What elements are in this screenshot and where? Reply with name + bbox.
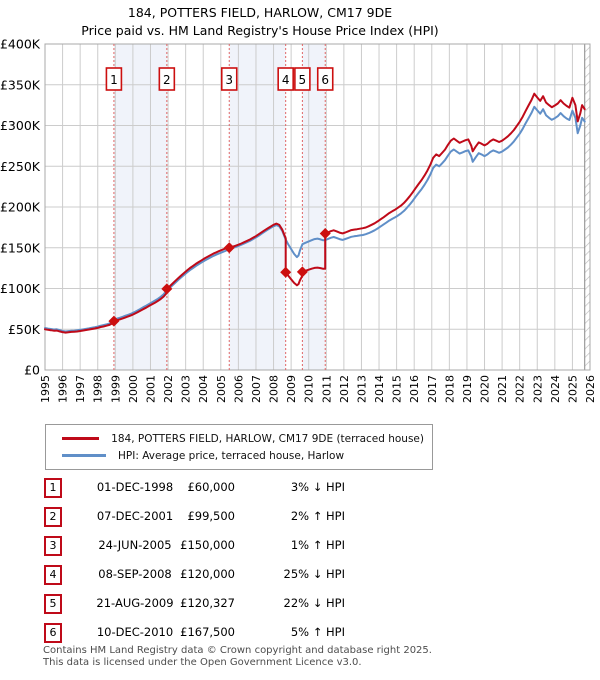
sale-number-badge: 1 — [44, 478, 62, 498]
sale-price: £60,000 — [187, 480, 235, 494]
sale-date: 01-DEC-1998 — [96, 480, 174, 494]
svg-text:2026: 2026 — [584, 375, 597, 403]
sale-date: 24-JUN-2005 — [98, 538, 172, 552]
svg-text:£150K: £150K — [0, 240, 41, 255]
svg-text:£200K: £200K — [0, 200, 41, 215]
svg-text:1996: 1996 — [57, 375, 70, 403]
sale-price: £150,000 — [180, 538, 235, 552]
sale-price: £120,000 — [180, 567, 235, 581]
svg-text:2019: 2019 — [461, 375, 474, 403]
sale-price: £99,500 — [187, 509, 235, 523]
table-row: 2 07-DEC-2001 £99,500 2% ↑ HPI — [43, 506, 373, 535]
svg-text:2000: 2000 — [127, 375, 140, 403]
sale-number-badge: 5 — [44, 594, 62, 614]
sale-hpi-diff: 22% ↓ HPI — [283, 596, 345, 610]
svg-text:£250K: £250K — [0, 159, 41, 174]
sale-hpi-diff: 2% ↑ HPI — [290, 509, 345, 523]
sale-date: 07-DEC-2001 — [96, 509, 174, 523]
sale-hpi-diff: 5% ↑ HPI — [290, 625, 345, 639]
svg-text:2016: 2016 — [408, 375, 421, 403]
svg-text:2011: 2011 — [320, 375, 333, 403]
table-row: 6 10-DEC-2010 £167,500 5% ↑ HPI — [43, 622, 373, 651]
svg-text:2005: 2005 — [215, 375, 228, 403]
svg-text:2008: 2008 — [268, 375, 281, 403]
svg-text:2012: 2012 — [338, 375, 351, 403]
svg-text:2021: 2021 — [496, 375, 509, 403]
sale-number-badge: 3 — [44, 536, 62, 556]
svg-text:2015: 2015 — [391, 375, 404, 403]
svg-text:2025: 2025 — [566, 375, 579, 403]
hpi-line-swatch — [62, 454, 106, 457]
sale-price: £120,327 — [180, 596, 235, 610]
property-line-swatch — [62, 437, 100, 440]
sale-hpi-diff: 1% ↑ HPI — [290, 538, 345, 552]
sale-date: 08-SEP-2008 — [98, 567, 172, 581]
svg-text:£100K: £100K — [0, 281, 41, 296]
svg-text:2022: 2022 — [514, 375, 527, 403]
page-title: 184, POTTERS FIELD, HARLOW, CM17 9DE — [127, 5, 393, 20]
svg-text:£400K: £400K — [0, 37, 41, 52]
page-subtitle: Price paid vs. HM Land Registry's House … — [81, 23, 439, 38]
footer-line1: Contains HM Land Registry data © Crown c… — [43, 645, 432, 656]
sale-hpi-diff: 25% ↓ HPI — [283, 567, 345, 581]
svg-text:2004: 2004 — [197, 375, 210, 403]
legend-item-property: 184, POTTERS FIELD, HARLOW, CM17 9DE (te… — [46, 430, 432, 447]
svg-text:2007: 2007 — [250, 375, 263, 403]
svg-text:2020: 2020 — [479, 375, 492, 403]
svg-text:3: 3 — [225, 73, 233, 87]
sale-hpi-diff: 3% ↓ HPI — [290, 480, 345, 494]
svg-text:£50K: £50K — [8, 322, 41, 337]
svg-text:2017: 2017 — [426, 375, 439, 403]
svg-text:2010: 2010 — [303, 375, 316, 403]
svg-text:2013: 2013 — [355, 375, 368, 403]
svg-text:2003: 2003 — [180, 375, 193, 403]
sale-number-badge: 2 — [44, 507, 62, 527]
svg-text:1: 1 — [110, 73, 118, 87]
sale-date: 21-AUG-2009 — [96, 596, 174, 610]
table-row: 4 08-SEP-2008 £120,000 25% ↓ HPI — [43, 564, 373, 593]
table-row: 5 21-AUG-2009 £120,327 22% ↓ HPI — [43, 593, 373, 622]
legend-label: HPI: Average price, terraced house, Harl… — [118, 449, 345, 462]
svg-text:2006: 2006 — [232, 375, 245, 403]
svg-text:5: 5 — [299, 73, 307, 87]
svg-text:2002: 2002 — [162, 375, 175, 403]
legend-item-hpi: HPI: Average price, terraced house, Harl… — [46, 447, 432, 464]
svg-text:1999: 1999 — [109, 375, 122, 403]
sale-number-badge: 4 — [44, 565, 62, 585]
legend-label: 184, POTTERS FIELD, HARLOW, CM17 9DE (te… — [111, 432, 424, 445]
svg-text:1998: 1998 — [92, 375, 105, 403]
svg-text:2: 2 — [163, 73, 171, 87]
footer-line2: This data is licensed under the Open Gov… — [43, 656, 362, 668]
svg-text:£300K: £300K — [0, 118, 41, 133]
chart-legend: 184, POTTERS FIELD, HARLOW, CM17 9DE (te… — [45, 424, 433, 470]
svg-text:2024: 2024 — [549, 375, 562, 403]
svg-text:2023: 2023 — [531, 375, 544, 403]
sales-table: 1 01-DEC-1998 £60,000 3% ↓ HPI 2 07-DEC-… — [43, 477, 373, 651]
svg-text:£0: £0 — [24, 363, 40, 378]
sale-price: £167,500 — [180, 625, 235, 639]
sale-number-badge: 6 — [44, 623, 62, 643]
svg-text:2018: 2018 — [443, 375, 456, 403]
table-row: 3 24-JUN-2005 £150,000 1% ↑ HPI — [43, 535, 373, 564]
svg-text:1997: 1997 — [74, 375, 87, 403]
svg-text:£350K: £350K — [0, 77, 41, 92]
price-chart: 1 2 3 4 5 6 £0 £50K £100K £150K £200K £250K £300K £35… — [0, 37, 597, 404]
svg-text:2014: 2014 — [373, 375, 386, 403]
svg-text:6: 6 — [321, 73, 329, 87]
svg-text:2001: 2001 — [144, 375, 157, 403]
sale-date: 10-DEC-2010 — [96, 625, 174, 639]
svg-text:4: 4 — [282, 73, 290, 87]
svg-text:1995: 1995 — [39, 375, 52, 403]
licence-footer: Contains HM Land Registry data © Crown c… — [43, 645, 432, 668]
svg-text:2009: 2009 — [285, 375, 298, 403]
table-row: 1 01-DEC-1998 £60,000 3% ↓ HPI — [43, 477, 373, 506]
